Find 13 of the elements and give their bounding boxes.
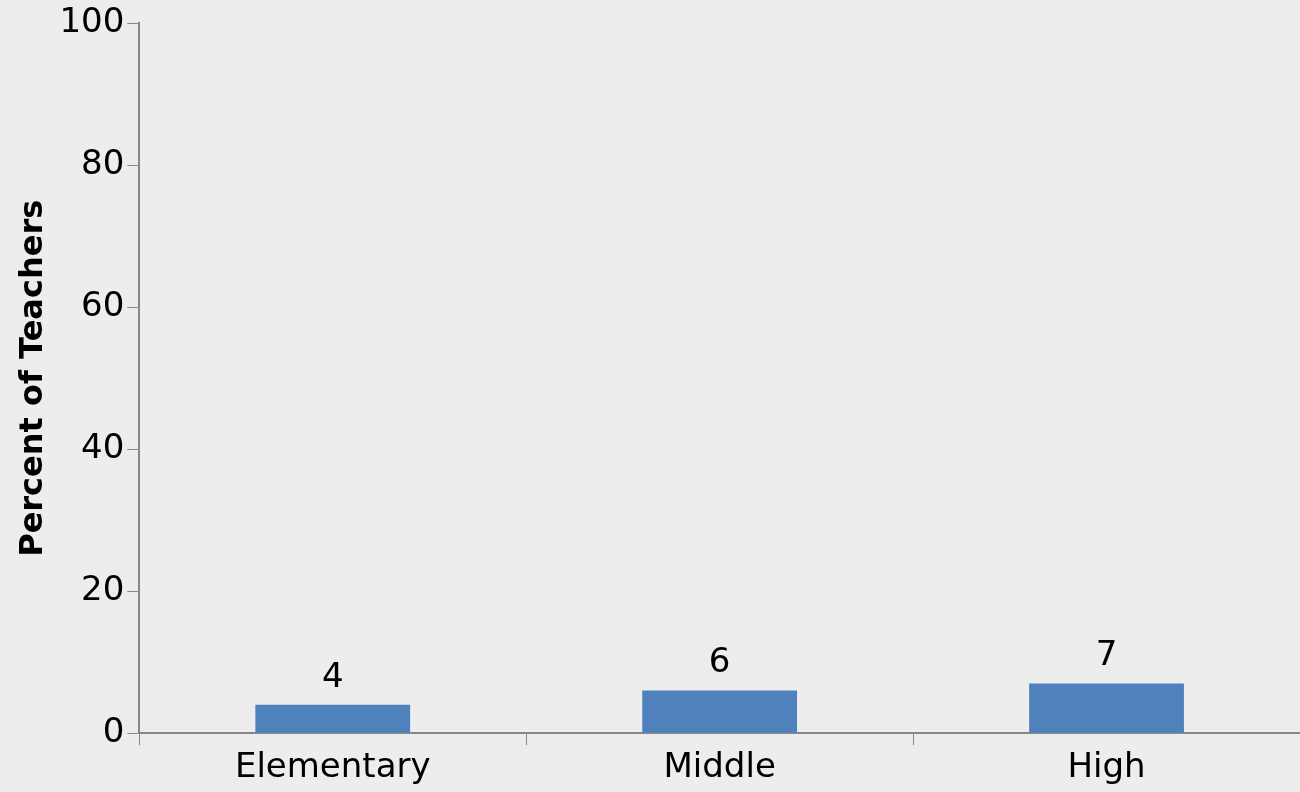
y-tick-label: 0 <box>102 710 125 751</box>
y-axis-title: Percent of Teachers <box>11 199 50 557</box>
y-tick-label: 60 <box>81 284 125 325</box>
data-label: 7 <box>1095 633 1118 674</box>
y-tick-label: 20 <box>81 568 125 609</box>
x-tick-label: Elementary <box>234 745 431 786</box>
data-label: 4 <box>321 654 344 695</box>
y-tick-label: 100 <box>59 0 125 41</box>
x-tick-label: High <box>1067 745 1146 786</box>
data-label: 6 <box>708 640 731 681</box>
y-tick-label: 80 <box>81 142 125 183</box>
x-tick-label: Middle <box>663 745 776 786</box>
y-tick-label: 40 <box>81 426 125 467</box>
